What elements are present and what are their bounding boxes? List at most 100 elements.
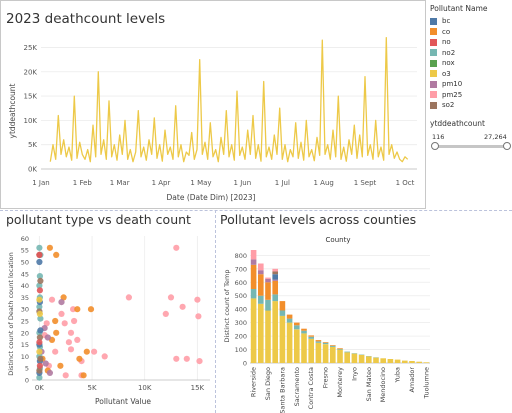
bar-segment-o3 (294, 329, 300, 363)
bar-segment-o3 (250, 298, 257, 363)
bar-segment-no2 (272, 294, 278, 302)
slider-max-handle[interactable] (503, 142, 511, 150)
scatter-chart[interactable]: pollutant type vs death count 0K 5K 10K 15K… (0, 210, 214, 413)
line-chart[interactable]: 2023 deathcount levels 0K 5K 10K 15K 20K 25K 1… (1, 1, 425, 208)
range-slider-track[interactable] (434, 145, 508, 148)
county-label: Amador (408, 367, 416, 393)
scatter-point-pm25 (74, 336, 81, 343)
y-tick-label: 0 (243, 360, 247, 368)
legend-swatch (430, 59, 437, 67)
legend-item-no[interactable]: no (430, 37, 512, 48)
chart-title: Pollutant levels across counties (220, 212, 416, 227)
bar-segment-so2 (272, 271, 278, 275)
scatter-point-pm10 (42, 360, 49, 367)
y-tick-label: 500 (235, 292, 247, 300)
legend-label: bc (442, 17, 451, 26)
bar-segment-o3 (315, 342, 322, 363)
scatter-point-pm25 (183, 355, 190, 362)
x-axis-label: Pollutant Value (95, 397, 151, 406)
scatter-point-no2 (36, 374, 43, 381)
scatter-point-so2 (37, 355, 44, 362)
scatter-point-pm25 (179, 303, 186, 310)
x-tick-label: 1 Jul (275, 179, 290, 187)
y-tick-label: 35 (21, 294, 29, 302)
county-label: Sacramento (293, 367, 301, 406)
legend-swatch (430, 101, 437, 109)
scatter-point-co (52, 317, 59, 325)
legend-item-o3[interactable]: o3 (430, 69, 512, 80)
county-label: Inyo (350, 367, 358, 381)
y-tick-label: 45 (21, 270, 29, 278)
county-label: Mendocino (379, 367, 387, 402)
legend-item-co[interactable]: co (430, 27, 512, 38)
bar-segment-no2 (322, 342, 329, 345)
y-tick-label: 25K (24, 44, 38, 52)
legend-swatch (430, 49, 437, 57)
y-tick-label: 60 (21, 235, 29, 243)
legend-label: co (442, 27, 451, 36)
y-tick-label: 20K (24, 68, 38, 76)
legend-swatch (430, 80, 437, 88)
y-tick-label: 5 (25, 365, 29, 373)
bar-segment-co (301, 328, 307, 331)
scatter-point-co (83, 348, 90, 355)
bar-segment-co (322, 342, 329, 343)
legend-item-nox[interactable]: nox (430, 58, 512, 69)
bar-segment-no2 (301, 330, 307, 334)
legend-label: no (442, 38, 451, 47)
legend-item-so2[interactable]: so2 (430, 100, 512, 111)
scatter-point-pm25 (173, 355, 180, 362)
slider-min-handle[interactable] (431, 142, 439, 150)
legend-item-bc[interactable]: bc (430, 16, 512, 27)
scatter-point-pm25 (52, 348, 59, 355)
bar-segment-no2 (337, 348, 343, 350)
scatter-point-pm25 (196, 358, 203, 365)
bar-segment-o3 (373, 357, 379, 363)
y-tick-label: 0 (25, 377, 29, 385)
scatter-point-o3 (36, 296, 43, 303)
x-tick-label: 1 Sept (354, 179, 377, 187)
x-tick-label: 1 May (190, 179, 211, 187)
legend-item-pm25[interactable]: pm25 (430, 90, 512, 101)
scatter-point-pm10 (58, 299, 65, 306)
county-label: Yuba (394, 367, 402, 383)
legend-label: pm10 (442, 80, 463, 89)
line-chart-panel: 2023 deathcount levels 0K 5K 10K 15K 20K 25K 1… (0, 0, 426, 209)
slider-title: ytddeathcount (430, 119, 485, 128)
bar-segment-pm10 (250, 259, 257, 265)
y-tick-label: 40 (21, 282, 29, 290)
legend-swatch (430, 91, 437, 99)
bar-segment-pm25 (250, 250, 257, 260)
y-axis-label: Distinct count of Temp (223, 270, 231, 343)
x-axis-label: Date (Date Dim) [2023] (167, 193, 256, 202)
scatter-point-pm25 (61, 320, 68, 327)
stacked-bar-chart[interactable]: Pollutant levels across counties County … (216, 210, 512, 413)
y-tick-label: 10K (24, 117, 38, 125)
x-tick-label: 1 Aug (313, 179, 333, 187)
scatter-point-no2 (36, 282, 43, 289)
y-tick-label: 5K (28, 141, 37, 149)
bar-segment-no2 (258, 295, 264, 304)
scatter-point-so2 (36, 334, 44, 341)
x-tick-label: 1 Feb (73, 179, 93, 187)
scatter-point-pm25 (194, 296, 201, 303)
scatter-point-pm25 (48, 296, 56, 303)
legend-item-pm10[interactable]: pm10 (430, 79, 512, 90)
legend-item-no2[interactable]: no2 (430, 48, 512, 59)
legend-label: no2 (442, 48, 456, 57)
slider-min-label: 116 (432, 133, 445, 141)
scatter-point-pm25 (71, 317, 78, 325)
legend: Pollutant Name bc co no no2 nox o3 pm10 pm25 so2 (430, 4, 512, 111)
bar-segment-no2 (279, 310, 286, 316)
scatter-point-pm25 (43, 320, 50, 327)
bar-segment-co (337, 348, 343, 349)
legend-label: o3 (442, 69, 451, 78)
legend-label: pm25 (442, 90, 463, 99)
scatter-point-co (74, 306, 81, 313)
scatter-point-co (53, 251, 60, 258)
scatter-point-pm25 (91, 348, 98, 355)
y-tick-label: 15 (21, 341, 29, 349)
bar-segment-o3 (409, 361, 415, 363)
y-tick-label: 600 (235, 279, 247, 287)
scatter-point-so2 (37, 277, 44, 284)
